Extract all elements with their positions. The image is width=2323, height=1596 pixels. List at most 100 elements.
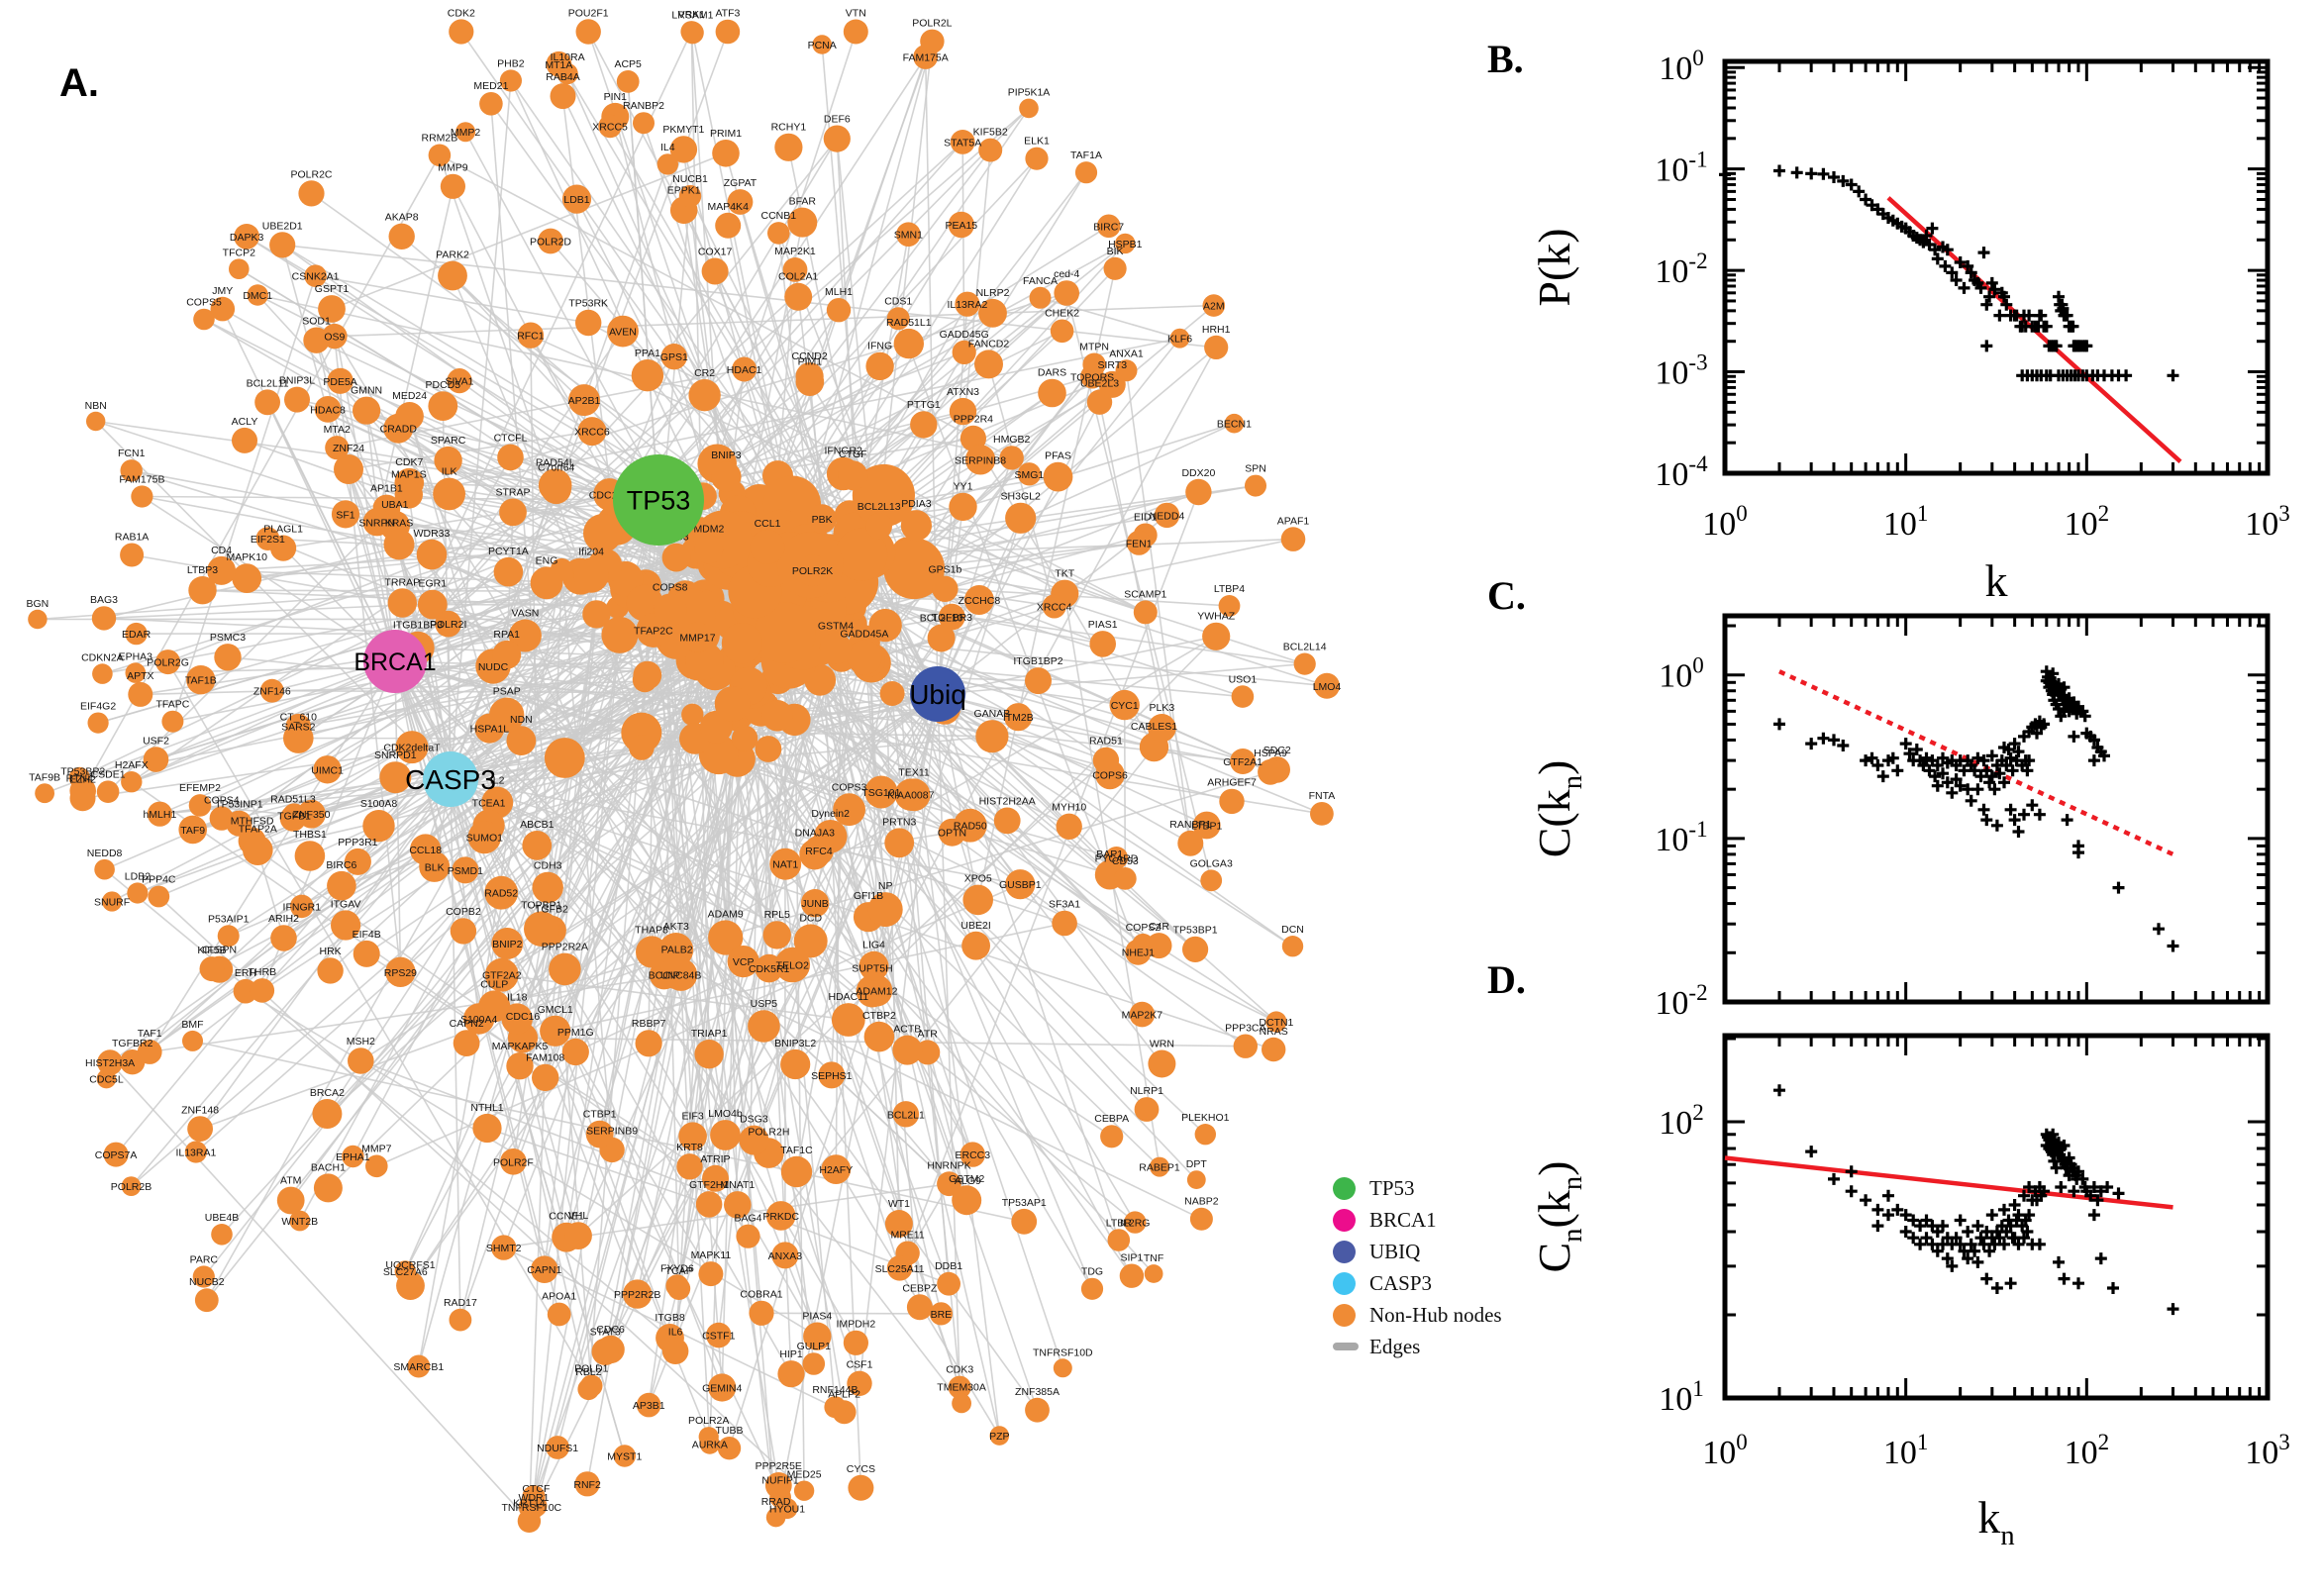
network-node[interactable] [1189, 1207, 1213, 1231]
network-node[interactable] [279, 805, 307, 832]
network-node[interactable] [765, 1201, 796, 1231]
network-node[interactable] [1202, 622, 1231, 650]
network-node[interactable] [1104, 847, 1129, 870]
network-node[interactable] [932, 575, 959, 602]
network-node[interactable] [394, 480, 423, 509]
network-node[interactable] [131, 485, 153, 508]
network-node[interactable] [920, 29, 945, 53]
network-node[interactable] [294, 841, 326, 871]
network-node[interactable] [635, 1030, 662, 1057]
network-node[interactable] [948, 211, 974, 239]
network-node[interactable] [963, 585, 994, 615]
network-node[interactable] [623, 1279, 653, 1309]
network-node[interactable] [807, 504, 837, 534]
network-node[interactable] [416, 539, 448, 570]
network-node[interactable] [1080, 1277, 1104, 1300]
network-node[interactable] [207, 555, 237, 585]
network-node[interactable] [125, 622, 148, 646]
network-node[interactable] [787, 207, 818, 238]
network-node[interactable] [993, 807, 1021, 835]
network-node[interactable] [886, 307, 910, 331]
network-node[interactable] [1029, 286, 1052, 309]
network-node[interactable] [178, 815, 207, 845]
network-node[interactable] [1281, 936, 1304, 957]
network-node[interactable] [1054, 280, 1079, 306]
network-node[interactable] [161, 710, 184, 733]
network-node[interactable] [1050, 319, 1074, 344]
network-node[interactable] [407, 1354, 431, 1378]
network-node[interactable] [661, 1338, 689, 1364]
network-node[interactable] [91, 606, 117, 631]
network-node[interactable] [715, 19, 741, 45]
network-node[interactable] [568, 384, 600, 417]
network-node[interactable] [1258, 758, 1283, 785]
network-node[interactable] [342, 1145, 364, 1168]
network-node[interactable] [669, 136, 698, 163]
network-node[interactable] [419, 850, 451, 882]
network-node[interactable] [210, 296, 236, 322]
network-node[interactable] [1056, 813, 1082, 840]
network-node[interactable] [379, 761, 412, 794]
network-node[interactable] [1025, 1397, 1050, 1423]
network-node[interactable] [121, 1176, 142, 1196]
network-node[interactable] [120, 543, 145, 567]
network-node[interactable] [803, 835, 835, 866]
network-node[interactable] [188, 794, 212, 817]
network-node[interactable] [467, 820, 501, 854]
network-node[interactable] [1148, 714, 1176, 743]
network-node[interactable] [247, 284, 268, 306]
network-node[interactable] [879, 681, 905, 706]
network-node[interactable] [883, 538, 945, 600]
network-node[interactable] [694, 535, 724, 564]
network-node[interactable] [269, 232, 296, 258]
network-node[interactable] [317, 957, 344, 984]
network-node[interactable] [774, 133, 803, 161]
network-node[interactable] [547, 1302, 571, 1327]
network-node[interactable] [549, 952, 581, 986]
network-node[interactable] [893, 328, 924, 359]
network-node[interactable] [187, 1116, 214, 1142]
network-node[interactable] [497, 444, 524, 471]
network-node[interactable] [858, 950, 889, 981]
network-node[interactable] [199, 956, 225, 982]
network-node[interactable] [701, 257, 729, 285]
network-node[interactable] [863, 1021, 895, 1052]
network-node[interactable] [1115, 233, 1136, 254]
network-node[interactable] [762, 921, 791, 949]
network-node[interactable] [978, 138, 1003, 162]
network-node[interactable] [659, 955, 694, 990]
network-node[interactable] [780, 1155, 813, 1188]
network-node[interactable] [499, 498, 527, 527]
network-node[interactable] [1224, 413, 1245, 434]
network-node[interactable] [847, 1370, 872, 1397]
network-node[interactable] [937, 1271, 960, 1296]
network-node[interactable] [577, 417, 607, 447]
network-node[interactable] [910, 411, 938, 439]
network-node[interactable] [440, 173, 465, 199]
network-node[interactable] [327, 870, 356, 901]
network-node[interactable] [1194, 1124, 1217, 1146]
network-node[interactable] [1125, 939, 1152, 965]
network-node[interactable] [1025, 667, 1052, 695]
network-node[interactable] [186, 665, 216, 695]
network-node[interactable] [1310, 802, 1334, 826]
network-node[interactable] [749, 1300, 774, 1326]
network-node[interactable] [847, 640, 882, 675]
network-node[interactable] [1280, 527, 1306, 551]
network-node[interactable] [711, 461, 742, 492]
network-node[interactable] [764, 1472, 792, 1499]
network-node[interactable] [120, 459, 143, 482]
network-node[interactable] [102, 891, 123, 912]
network-node[interactable] [455, 122, 476, 143]
network-node[interactable] [1218, 595, 1241, 617]
network-node[interactable] [491, 928, 524, 959]
network-node[interactable] [491, 1235, 517, 1260]
network-node[interactable] [582, 600, 611, 629]
network-node[interactable] [955, 291, 980, 317]
network-node[interactable] [937, 1171, 961, 1197]
network-node[interactable] [479, 92, 503, 116]
network-node[interactable] [896, 222, 921, 247]
network-node[interactable] [1100, 1125, 1124, 1148]
network-node[interactable] [298, 180, 325, 207]
network-node[interactable] [544, 738, 585, 778]
